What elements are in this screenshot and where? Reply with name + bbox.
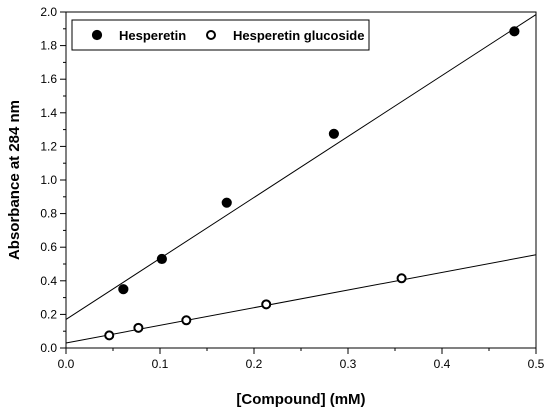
y-tick-label: 1.2 (40, 139, 57, 153)
y-tick-label: 1.8 (40, 39, 57, 53)
data-point-series-1 (396, 273, 407, 284)
x-axis-ticks: 0.0 0.1 0.2 0.3 0.4 0.5 (58, 348, 545, 371)
data-point-series-1 (104, 330, 115, 341)
y-tick-label: 2.0 (40, 5, 57, 19)
x-tick-label: 0.3 (340, 357, 357, 371)
data-point-series-1 (181, 315, 192, 326)
legend: Hesperetin Hesperetin glucoside (71, 19, 370, 51)
legend-marker-hesperetin (91, 29, 103, 41)
y-tick-label: 1.0 (40, 173, 57, 187)
data-point-series-0 (221, 197, 232, 208)
y-axis-title: Absorbance at 284 nm (6, 100, 23, 260)
x-axis-title: [Compound] (mM) (236, 391, 365, 408)
y-tick-label: 0.0 (40, 341, 57, 355)
x-tick-label: 0.4 (434, 357, 451, 371)
data-point-series-1 (133, 322, 144, 333)
data-point-series-0 (118, 284, 129, 295)
data-point-series-1 (261, 299, 272, 310)
y-tick-label: 0.2 (40, 307, 57, 321)
data-points (104, 26, 520, 341)
data-point-series-0 (509, 26, 520, 37)
fit-lines (65, 14, 537, 344)
x-tick-label: 0.0 (58, 357, 75, 371)
legend-label-hesperetin-glucoside: Hesperetin glucoside (233, 28, 364, 43)
legend-box (71, 19, 370, 51)
data-point-series-0 (328, 128, 339, 139)
plot-border (65, 11, 537, 349)
y-tick-label: 0.8 (40, 207, 57, 221)
legend-marker-hesperetin-glucoside (206, 30, 216, 40)
plot-frame (65, 11, 537, 349)
data-point-series-0 (156, 253, 167, 265)
fit-line-series-0 (65, 14, 537, 320)
y-tick-label: 0.4 (40, 274, 57, 288)
y-tick-label: 0.6 (40, 240, 57, 254)
legend-label-hesperetin: Hesperetin (119, 28, 186, 43)
x-tick-label: 0.2 (246, 357, 263, 371)
y-tick-label: 1.6 (40, 72, 57, 86)
x-tick-label: 0.1 (152, 357, 169, 371)
fit-line-series-1 (65, 254, 537, 344)
y-tick-label: 1.4 (40, 106, 57, 120)
y-axis-ticks: 0.0 0.2 0.4 0.6 0.8 1.0 1.2 1.4 1.6 1.8 2.0 (40, 5, 66, 355)
x-tick-label: 0.5 (528, 357, 545, 371)
